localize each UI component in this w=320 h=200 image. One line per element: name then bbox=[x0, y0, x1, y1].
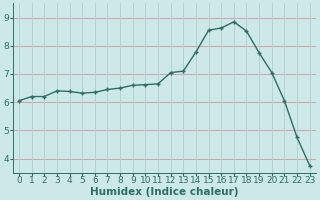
X-axis label: Humidex (Indice chaleur): Humidex (Indice chaleur) bbox=[90, 187, 239, 197]
